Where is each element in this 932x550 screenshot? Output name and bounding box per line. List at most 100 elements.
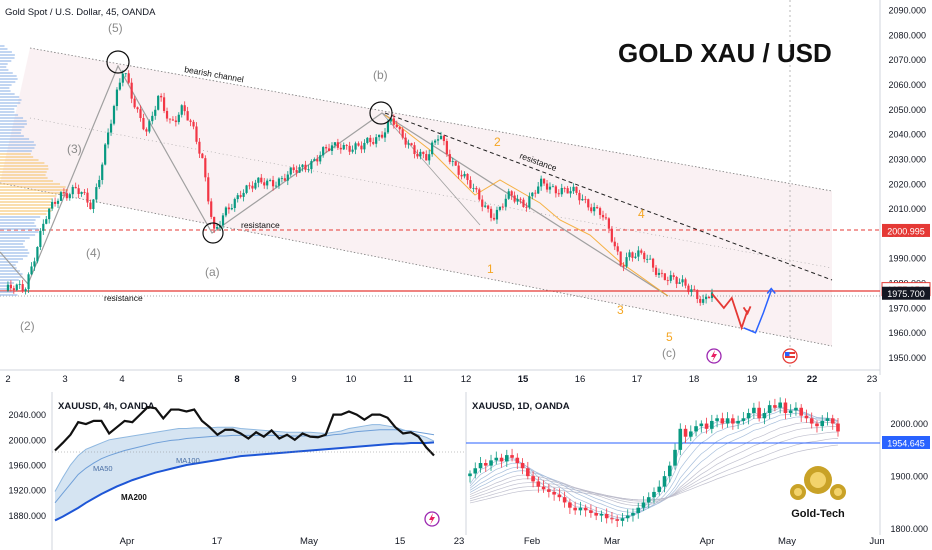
label-resistance-mid: resistance (241, 220, 280, 230)
1d-price-axis[interactable]: 2000.000 1900.000 1800.000 1954.645 (882, 419, 930, 534)
main-y-tick-label: 1990.000 (888, 254, 926, 264)
price-label-box (882, 286, 930, 300)
candle-body (572, 186, 575, 192)
candle-body (71, 186, 74, 195)
candle-1d-body (652, 491, 656, 498)
candle-1d-body (557, 494, 562, 498)
volume-profile-bar (0, 225, 37, 227)
candle-body (239, 195, 242, 197)
candle-body (666, 280, 669, 281)
candle-body (463, 173, 466, 177)
main-x-tick-label: 18 (689, 374, 700, 385)
main-x-tick-label: 16 (575, 374, 586, 385)
4h-time-axis[interactable]: Apr 17 May 15 23 (120, 536, 465, 547)
label-wave-4: (4) (86, 246, 101, 260)
4h-y-tick-label: 1960.000 (8, 461, 46, 471)
volume-profile-bar (0, 210, 52, 212)
candle-1d-body (673, 449, 677, 466)
xauusd-1d-panel[interactable]: XAUUSD, 1D, OANDA Gold-Tech 2000.000 1900… (466, 397, 930, 547)
candle-body (634, 256, 637, 258)
main-y-tick-label: 1950.000 (888, 353, 926, 363)
candle-body (380, 134, 384, 138)
candle-body (560, 187, 563, 195)
main-x-tick-label: 8 (234, 374, 239, 385)
candle-body (21, 284, 24, 292)
volume-profile-bar (0, 150, 32, 152)
projection-blue-arrowhead (766, 287, 776, 294)
candle-body (251, 185, 254, 189)
candles-1d (468, 397, 840, 528)
candle-1d-body (689, 431, 693, 437)
candle-body (280, 178, 284, 180)
candle-1d-body (473, 468, 478, 474)
candle-body (12, 288, 15, 291)
label-ma100: MA100 (176, 456, 200, 465)
candle-1d-body (762, 413, 767, 419)
us-flag-event-icon[interactable] (782, 348, 798, 364)
candle-body (481, 199, 484, 207)
candle-body (104, 144, 107, 165)
candle-body (690, 289, 693, 293)
candle-body (601, 214, 605, 218)
wave-a-circle (202, 222, 224, 244)
candle-body (460, 174, 463, 177)
main-time-axis[interactable]: 2 3 4 5 8 9 10 11 12 15 16 17 18 19 22 23 (5, 374, 877, 385)
1d-time-axis[interactable]: Feb Mar Apr May Jun (524, 536, 885, 547)
ema-ribbon-line (469, 422, 839, 506)
candle-1d-body (757, 407, 761, 419)
1d-price-label-box (882, 436, 930, 449)
main-price-axis[interactable]: 2090.000 2080.000 2070.000 2060.000 2050.000… (888, 5, 926, 363)
volume-profile-bar (0, 159, 39, 161)
main-chart-panel[interactable]: (5) (3) (4) (2) (a) (b) (c) 1 2 3 4 5 be… (0, 0, 931, 385)
candle-body (707, 296, 711, 299)
candle-body (183, 105, 186, 112)
candle-body (307, 169, 310, 170)
candle-1d-body (636, 507, 641, 513)
candle-body (590, 207, 593, 212)
lightning-event-icon[interactable] (706, 348, 722, 364)
4h-price-axis[interactable]: 2040.000 2000.000 1960.000 1920.000 1880.000 (8, 410, 46, 521)
candle-1d-body (604, 514, 609, 519)
candle-body (702, 299, 705, 303)
candle-1d-body (641, 502, 646, 508)
candle-1d-body (541, 486, 546, 490)
candle-body (710, 292, 714, 299)
xauusd-4h-panel[interactable]: XAUUSD, 4h, OANDA MA50 MA100 MA200 2040.… (8, 401, 466, 547)
candle-1d-body (773, 405, 777, 408)
candle-body (327, 148, 331, 151)
candle-body (528, 196, 531, 208)
candle-body (651, 258, 655, 268)
candle-body (145, 129, 148, 132)
candle-body (98, 179, 101, 188)
candle-body (646, 258, 649, 260)
candle-body (454, 161, 457, 166)
lightning-event-icon-4h[interactable] (424, 511, 440, 527)
candle-body (336, 142, 339, 148)
label-ma200: MA200 (121, 493, 147, 502)
ma-ribbon-fill (55, 424, 434, 521)
candle-1d-body (657, 486, 662, 492)
volume-profile-bar (0, 204, 53, 206)
candle-body (407, 143, 410, 145)
projection-blue-path (743, 290, 772, 334)
candle-body (45, 219, 48, 224)
candle-body (545, 183, 549, 190)
candle-body (587, 199, 590, 208)
candle-body (401, 129, 404, 138)
4h-x-tick-label: 15 (395, 536, 406, 547)
candle-body (534, 192, 537, 194)
volume-profile-bar (0, 60, 12, 62)
candle-1d-body (699, 423, 704, 427)
candle-1d-body (825, 418, 830, 421)
candle-body (48, 208, 51, 220)
volume-profile-bar (0, 213, 47, 215)
volume-profile-bar (0, 285, 11, 287)
volume-profile-bar (0, 66, 7, 68)
candle-1d-body (510, 455, 514, 458)
candle-body (581, 198, 584, 201)
volume-profile-bar (0, 222, 35, 224)
candle-body (230, 208, 233, 210)
volume-profile-bar (0, 105, 18, 107)
candle-1d-body (547, 489, 551, 492)
volume-profile-bar (0, 153, 31, 155)
